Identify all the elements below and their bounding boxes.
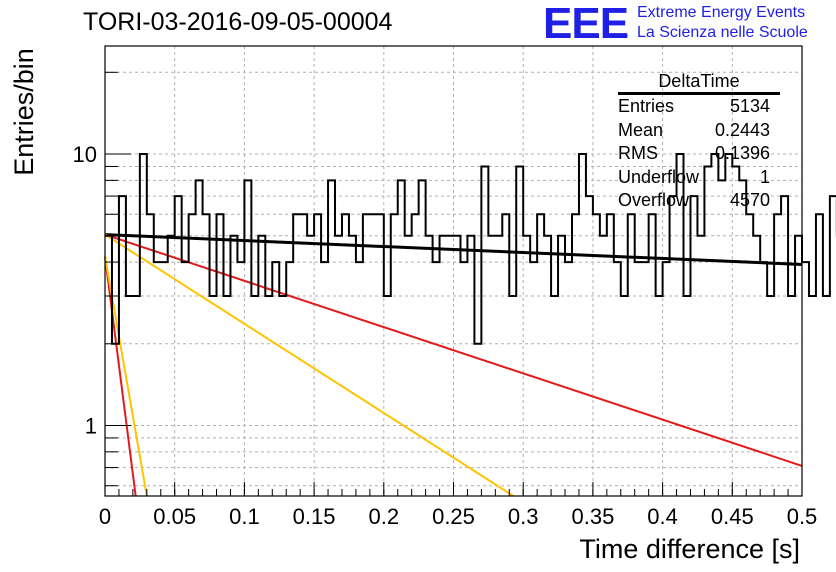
stats-row-entries: Entries 5134 (612, 95, 780, 119)
stats-row-mean: Mean 0.2443 (612, 119, 780, 143)
stats-label: RMS (618, 143, 658, 163)
stats-label: Mean (618, 119, 664, 140)
fit-curve-3 (104, 256, 137, 497)
x-tick-label: 0.15 (293, 504, 336, 529)
x-tick-label: 0.05 (153, 504, 196, 529)
histogram (105, 153, 836, 345)
stats-value: 5134 (729, 96, 770, 116)
stats-box: DeltaTime Entries 5134 Mean 0.2443 RMS 0.13… (612, 70, 780, 213)
axis-ticks (104, 71, 803, 496)
stats-value: 4570 (729, 190, 770, 210)
stats-value: 1 (759, 166, 770, 187)
y-axis-label: Entries/bin (9, 48, 39, 176)
x-tick-label: 0.1 (229, 504, 260, 529)
grid (105, 46, 802, 496)
stats-row-rms: RMS 0.1396 (612, 142, 780, 166)
y-tick-label: 10 (73, 142, 97, 167)
stats-label: Overflow (618, 190, 690, 210)
stats-value: 0.2443 (714, 119, 770, 140)
x-axis-label: Time difference [s] (579, 534, 800, 564)
y-tick-label: 1 (85, 414, 97, 439)
x-tick-label: 0.3 (508, 504, 539, 529)
histogram-steps (105, 153, 836, 345)
x-tick-label: 0.4 (647, 504, 678, 529)
tick-labels: 0 0.05 0.1 0.15 0.2 0.25 0.3 0.35 0.4 0.45 0.5 1 10 (73, 142, 818, 529)
x-tick-label: 0.45 (711, 504, 754, 529)
x-tick-label: 0.35 (571, 504, 614, 529)
stats-row-overflow: Overflow 4570 (612, 189, 780, 213)
logo-caption: Extreme Energy Events La Scienza nelle S… (637, 3, 808, 43)
stats-label: Entries (618, 96, 675, 116)
logo-caption-line1: Extreme Energy Events (637, 4, 806, 21)
logo-caption-line2: La Scienza nelle Scuole (637, 24, 808, 41)
stats-title: DeltaTime (618, 70, 780, 95)
fit-curve-2 (104, 233, 514, 497)
stats-label: Underflow (618, 166, 700, 187)
fit-curve-1 (104, 233, 803, 467)
stats-value: 0.1396 (714, 143, 770, 163)
stats-row-underflow: Underflow 1 (612, 166, 780, 190)
fit-curve-0 (104, 233, 803, 266)
x-tick-label: 0.5 (787, 504, 818, 529)
x-tick-label: 0.25 (432, 504, 475, 529)
x-tick-label: 0.2 (369, 504, 400, 529)
eee-logo: EEE (543, 0, 629, 48)
chart-title: TORI-03-2016-09-05-00004 (83, 8, 393, 36)
x-tick-label: 0 (99, 504, 111, 529)
